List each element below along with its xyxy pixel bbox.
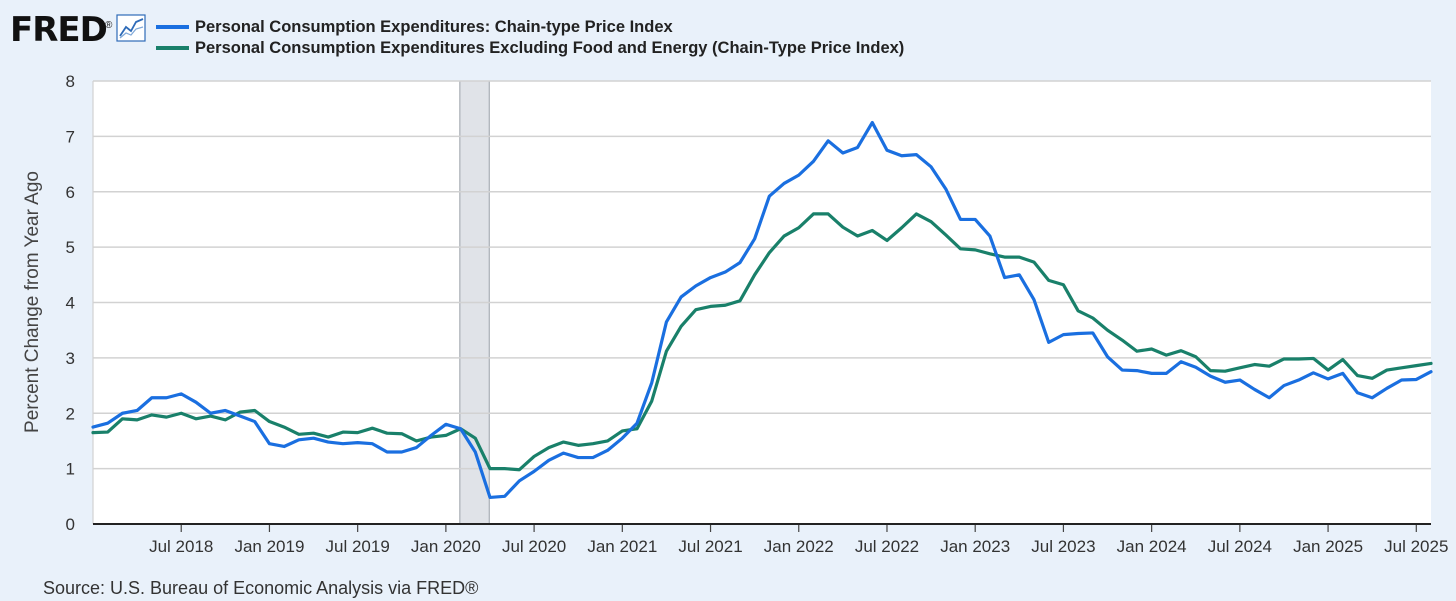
fred-logo[interactable]: FRED ® <box>10 10 146 50</box>
fred-logo-registered-mark: ® <box>105 20 113 31</box>
legend-label-core-pce: Personal Consumption Expenditures Exclud… <box>195 39 904 57</box>
x-axis-ticks: Jul 2018 Jan 2019 Jul 2019 Jan 2020 Jul 2020… <box>149 524 1448 556</box>
x-tick-label: Jul 2025 <box>1384 537 1448 556</box>
fred-logo-text: FRED <box>10 10 107 50</box>
x-tick-label: Jul 2019 <box>326 537 390 556</box>
legend-label-pce: Personal Consumption Expenditures: Chain… <box>195 18 673 36</box>
legend-item-core-pce[interactable]: Personal Consumption Expenditures Exclud… <box>156 39 904 57</box>
legend-item-pce[interactable]: Personal Consumption Expenditures: Chain… <box>156 18 673 36</box>
y-tick-label: 7 <box>66 127 75 146</box>
x-tick-label: Jul 2018 <box>149 537 213 556</box>
y-tick-label: 4 <box>66 294 75 313</box>
line-chart-icon <box>116 14 146 42</box>
x-tick-label: Jan 2020 <box>411 537 481 556</box>
x-tick-label: Jan 2024 <box>1117 537 1187 556</box>
x-tick-label: Jul 2023 <box>1031 537 1095 556</box>
x-tick-label: Jul 2024 <box>1208 537 1272 556</box>
y-axis-title: Percent Change from Year Ago <box>22 171 43 433</box>
y-tick-label: 6 <box>66 183 75 202</box>
x-tick-label: Jan 2025 <box>1293 537 1363 556</box>
x-tick-label: Jul 2022 <box>855 537 919 556</box>
x-tick-label: Jul 2021 <box>678 537 742 556</box>
y-tick-label: 5 <box>66 238 75 257</box>
series-line-core-pce[interactable] <box>91 212 1433 472</box>
gridlines <box>92 80 1431 524</box>
x-tick-label: Jan 2022 <box>764 537 834 556</box>
y-tick-label: 0 <box>66 515 75 534</box>
y-tick-label: 1 <box>66 460 75 479</box>
x-tick-label: Jan 2019 <box>234 537 304 556</box>
x-tick-label: Jan 2023 <box>940 537 1010 556</box>
legend: Personal Consumption Expenditures: Chain… <box>156 18 904 57</box>
series-line-pce[interactable] <box>91 120 1433 500</box>
y-tick-label: 3 <box>66 349 75 368</box>
y-tick-label: 2 <box>66 404 75 423</box>
source-note: Source: U.S. Bureau of Economic Analysis… <box>43 578 478 598</box>
plot-area: 0 1 2 3 4 5 6 7 8 Jul 2018 Jan 2019 Jul 2019 Jan 20… <box>66 72 1449 556</box>
y-tick-label: 8 <box>66 72 75 91</box>
x-tick-label: Jul 2020 <box>502 537 566 556</box>
x-tick-label: Jan 2021 <box>587 537 657 556</box>
series-lines <box>91 120 1433 500</box>
y-axis-ticks: 0 1 2 3 4 5 6 7 8 <box>66 72 75 534</box>
